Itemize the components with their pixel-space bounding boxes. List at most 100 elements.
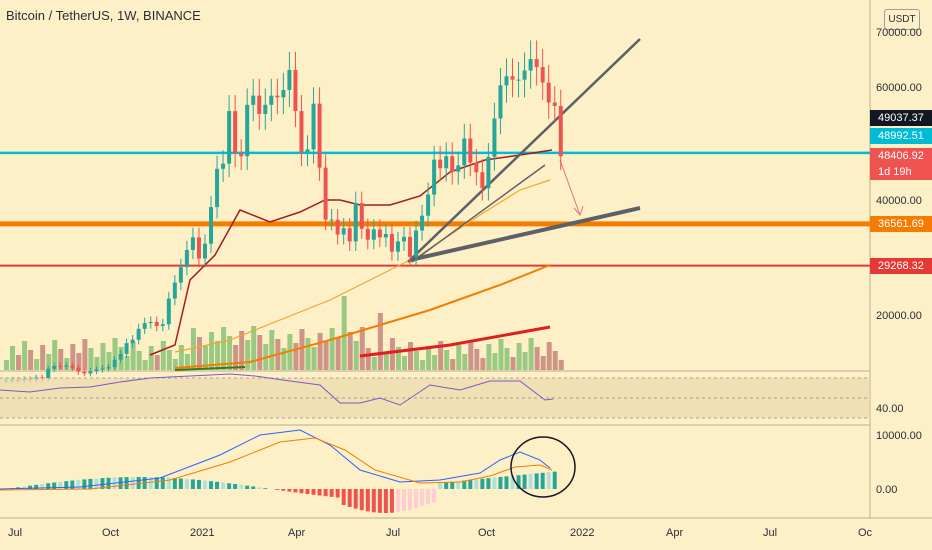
macd-histogram-bar (426, 489, 431, 505)
candle-body (215, 168, 220, 208)
macd-histogram-bar (275, 489, 280, 490)
volume-bar (359, 327, 365, 370)
volume-bar (528, 338, 534, 370)
candle-body (263, 104, 268, 114)
macd-histogram-bar (130, 477, 135, 489)
volume-bar (40, 345, 46, 370)
macd-histogram-bar (202, 480, 207, 489)
volume-bar (70, 344, 76, 370)
candle-body (432, 159, 437, 195)
volume-bar (408, 342, 414, 370)
ma-line-orange (174, 264, 551, 369)
candle-body (148, 321, 153, 324)
macd-histogram-bar (546, 472, 551, 489)
candle-body (64, 365, 69, 367)
macd-histogram-bar (221, 482, 226, 489)
macd-histogram-bar (359, 489, 364, 511)
volume-bar (480, 358, 486, 370)
macd-histogram-bar (76, 479, 81, 489)
time-axis-label: Jul (386, 527, 401, 539)
volume-bar (383, 352, 389, 370)
macd-histogram-bar (172, 478, 177, 489)
volume-bar (558, 360, 564, 370)
macd-histogram-bar (160, 477, 165, 489)
volume-bar (4, 360, 9, 370)
macd-histogram-bar (94, 478, 99, 489)
price-tag: 29268.32 (870, 258, 932, 274)
macd-histogram-bar (46, 483, 51, 489)
macd-histogram-bar (414, 489, 419, 509)
macd-histogram-bar (516, 475, 521, 489)
ma-line-yellow (174, 179, 551, 353)
candle-body (100, 368, 105, 370)
ma-line-red (359, 325, 551, 358)
price-axis-label: 70000.00 (876, 27, 922, 39)
volume-bar (233, 345, 239, 370)
volume-bar (468, 340, 474, 370)
candle-body (480, 172, 485, 189)
volume-bar (377, 313, 383, 370)
candle-body (311, 103, 316, 150)
forecast-arrow (559, 159, 584, 216)
volume-bar (347, 332, 353, 370)
macd-axis-label: 10000.00 (876, 430, 922, 442)
candle-body (389, 233, 394, 252)
volume-bar (160, 341, 166, 370)
macd-histogram-bar (389, 489, 394, 513)
volume-bar (281, 348, 287, 370)
candle-body (305, 149, 310, 153)
candle-body (456, 165, 461, 172)
volume-bar (498, 339, 504, 370)
volume-bar (341, 296, 347, 370)
volume-bar (438, 341, 444, 370)
volume-bar (100, 343, 106, 370)
macd-histogram-bar (28, 485, 33, 489)
macd-histogram-bar (251, 486, 256, 489)
volume-bar (58, 349, 64, 370)
candle-body (558, 105, 563, 157)
candle-body (504, 76, 509, 86)
candle-body (172, 282, 177, 299)
candle-body (136, 328, 141, 340)
macd-histogram-bar (492, 477, 497, 489)
currency-selector[interactable]: USDT (884, 9, 920, 30)
candle-body (468, 138, 473, 163)
candle-body (522, 70, 527, 80)
macd-histogram-bar (70, 480, 75, 489)
volume-bar (414, 351, 420, 370)
volume-bar (432, 355, 438, 370)
candle-body (281, 89, 286, 98)
macd-histogram-bar (154, 477, 159, 489)
volume-bar (190, 328, 196, 370)
candle-body (420, 215, 425, 231)
candle-body (112, 359, 117, 368)
volume-bar (22, 341, 28, 370)
volume-bar (209, 332, 215, 370)
volume-bar (142, 360, 148, 370)
volume-bar (444, 350, 450, 370)
time-axis-label: Oc (858, 527, 873, 539)
macd-histogram-bar (408, 489, 413, 510)
candle-body (52, 365, 57, 369)
macd-histogram-bar (401, 489, 406, 512)
volume-bar (184, 354, 190, 370)
candle-body (353, 203, 358, 242)
volume-bar (46, 354, 52, 370)
volume-bar (492, 353, 498, 370)
macd-histogram-bar (438, 483, 443, 489)
volume-bar (28, 350, 34, 370)
candle-body (510, 76, 515, 80)
candle-body (534, 59, 539, 68)
volume-bar (227, 336, 233, 370)
candle-body (209, 207, 214, 244)
macd-histogram-bar (311, 489, 316, 495)
candle-body (130, 339, 135, 344)
volume-bar (130, 342, 136, 370)
volume-bar (88, 348, 94, 370)
time-axis-label: Jul (763, 527, 778, 539)
macd-histogram-bar (227, 483, 232, 489)
time-axis-label: Oct (478, 527, 496, 539)
macd-histogram-bar (293, 489, 298, 493)
